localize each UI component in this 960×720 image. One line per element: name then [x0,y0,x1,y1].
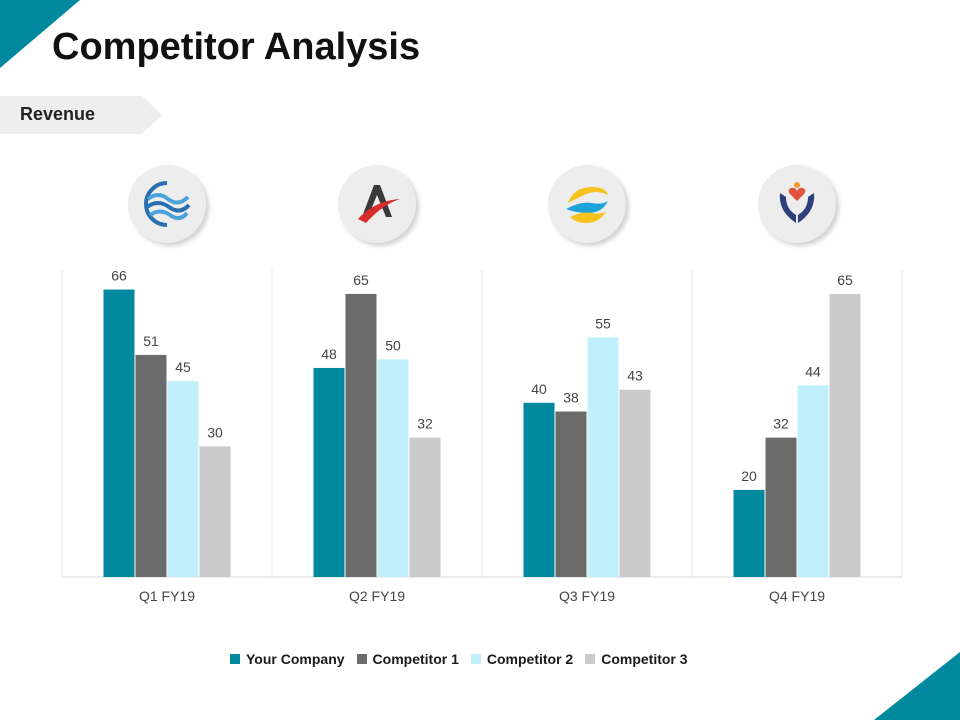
legend-swatch-competitor-3 [585,654,596,664]
bar-competitor-3-q3-fy19 [619,389,651,577]
legend-label-competitor-3: Competitor 3 [601,651,688,667]
data-label-competitor-2-q1-fy19: 45 [175,359,191,375]
competitor-logo-2 [338,165,416,243]
sun-waves-icon [566,187,608,223]
bar-competitor-1-q4-fy19 [765,437,797,577]
bar-competitor-1-q3-fy19 [555,411,587,577]
data-label-competitor-1-q4-fy19: 32 [773,416,789,432]
bar-your-company-q3-fy19 [523,402,555,577]
bar-competitor-3-q2-fy19 [409,437,441,577]
legend-item-your-company: Your Company [230,651,345,667]
data-label-competitor-2-q2-fy19: 50 [385,337,401,353]
section-tag-revenue: Revenue [20,104,96,124]
data-label-competitor-3-q4-fy19: 65 [837,272,853,288]
legend-label-your-company: Your Company [246,651,345,667]
x-tick-label-q3-fy19: Q3 FY19 [559,588,615,604]
chart-legend: Your Company Competitor 1 Competitor 2 C… [230,651,688,667]
legend-swatch-competitor-2 [470,654,481,664]
bar-competitor-3-q4-fy19 [829,293,861,577]
corner-accent-top-left [0,0,80,68]
arrow-swoosh-icon [358,185,400,223]
data-label-your-company-q1-fy19: 66 [111,268,127,284]
data-label-competitor-2-q4-fy19: 44 [805,363,821,379]
data-label-competitor-3-q3-fy19: 43 [627,368,643,384]
bar-competitor-1-q2-fy19 [345,293,377,577]
bar-your-company-q1-fy19 [103,289,135,577]
legend-swatch-your-company [230,654,240,664]
competitor-logo-3 [548,165,626,243]
section-tag-background [0,96,162,134]
legend-item-competitor-3: Competitor 3 [585,651,688,667]
bar-competitor-2-q1-fy19 [167,381,199,577]
bar-your-company-q4-fy19 [733,489,765,577]
data-label-competitor-2-q3-fy19: 55 [595,315,611,331]
legend-label-competitor-2: Competitor 2 [486,651,574,667]
legend-item-competitor-1: Competitor 1 [356,651,459,667]
wave-globe-icon [144,181,191,227]
data-label-your-company-q3-fy19: 40 [531,381,547,397]
bar-competitor-2-q3-fy19 [587,337,619,577]
x-tick-label-q4-fy19: Q4 FY19 [769,588,825,604]
legend-item-competitor-2: Competitor 2 [470,651,574,667]
x-tick-label-q1-fy19: Q1 FY19 [139,588,195,604]
data-label-competitor-1-q2-fy19: 65 [353,272,369,288]
competitor-logo-4 [758,165,836,243]
data-label-competitor-3-q1-fy19: 30 [207,424,223,440]
legend-label-competitor-1: Competitor 1 [372,651,459,667]
legend-swatch-competitor-1 [356,654,367,664]
x-tick-label-q2-fy19: Q2 FY19 [349,588,405,604]
data-label-your-company-q2-fy19: 48 [321,346,337,362]
hands-heart-icon [779,182,815,223]
bar-your-company-q2-fy19 [313,367,345,577]
corner-accent-bottom-right [874,652,960,720]
competitor-logo-1 [128,165,206,243]
bar-competitor-2-q4-fy19 [797,385,829,577]
bar-competitor-1-q1-fy19 [135,354,167,577]
data-label-competitor-3-q2-fy19: 32 [417,416,433,432]
data-label-competitor-1-q1-fy19: 51 [143,333,159,349]
bar-competitor-3-q1-fy19 [199,446,231,577]
data-label-competitor-1-q3-fy19: 38 [563,390,579,406]
data-label-your-company-q4-fy19: 20 [741,468,757,484]
page-title: Competitor Analysis [52,26,421,68]
bar-competitor-2-q2-fy19 [377,359,409,577]
